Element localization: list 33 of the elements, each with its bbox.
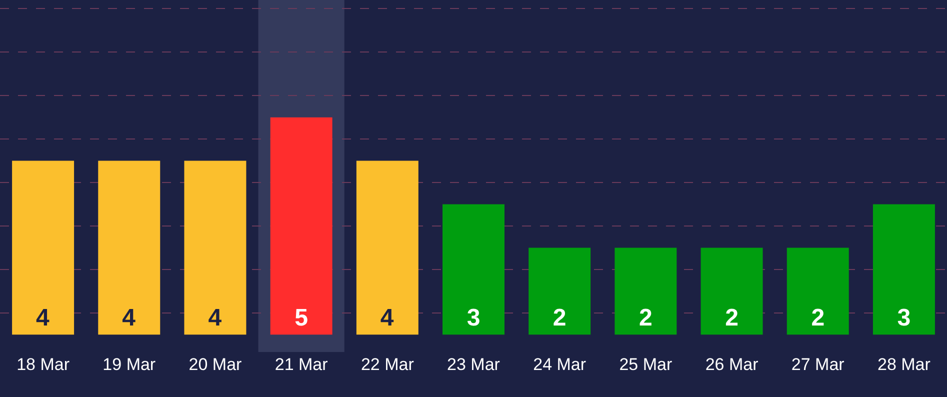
bar: [270, 117, 332, 335]
data-label: 2: [639, 304, 652, 332]
x-tick-label: 23 Mar: [447, 355, 500, 374]
x-tick-label: 28 Mar: [877, 355, 931, 374]
x-tick-label: 19 Mar: [102, 355, 156, 374]
bar: [356, 160, 418, 335]
x-tick-label: 18 Mar: [16, 355, 70, 374]
x-tick-label: 26 Mar: [705, 355, 759, 374]
bar: [872, 204, 935, 335]
bar: [786, 248, 849, 335]
data-label: 2: [725, 304, 738, 332]
data-label: 4: [36, 304, 50, 332]
bar: [700, 248, 763, 335]
x-tick-label: 20 Mar: [188, 355, 242, 374]
x-tick-label: 25 Mar: [619, 355, 672, 374]
data-label: 5: [294, 304, 308, 332]
bar: [442, 204, 504, 335]
data-label: 4: [380, 304, 394, 332]
x-tick-label: 27 Mar: [791, 355, 845, 374]
data-label: 4: [208, 304, 222, 332]
bar: [12, 160, 74, 335]
data-label: 2: [811, 304, 825, 332]
bar: [614, 248, 677, 335]
bar: [528, 248, 591, 335]
data-label: 2: [552, 304, 566, 332]
data-label: 3: [466, 304, 480, 332]
data-label: 4: [122, 304, 136, 332]
x-tick-label: 24 Mar: [533, 355, 586, 374]
data-label: 3: [897, 304, 911, 332]
x-tick-label: 21 Mar: [274, 355, 328, 374]
bar: [184, 160, 246, 335]
x-tick-label: 22 Mar: [360, 355, 414, 374]
bar: [98, 160, 160, 335]
